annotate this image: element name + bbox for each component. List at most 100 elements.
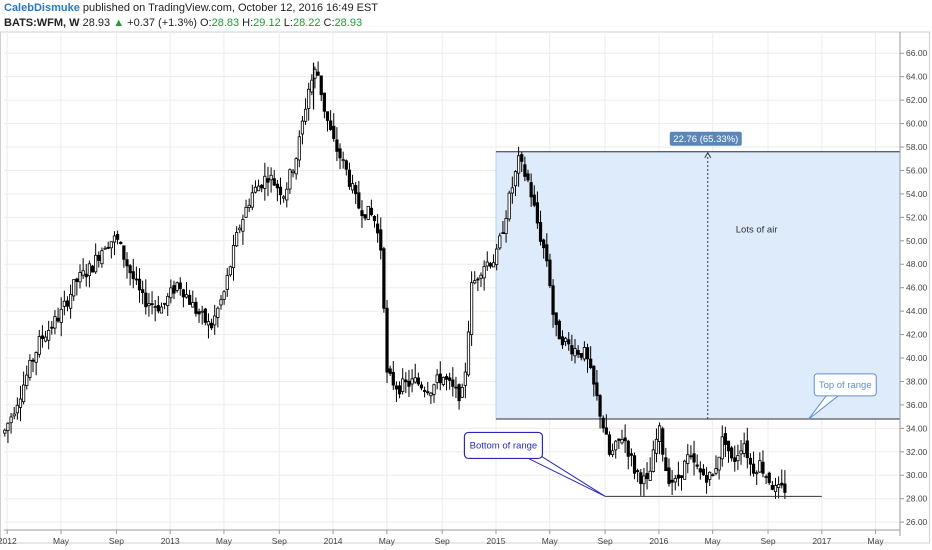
candle-body xyxy=(770,484,774,490)
candle-body xyxy=(767,472,771,484)
candle-body xyxy=(260,184,264,189)
candle-body xyxy=(194,301,198,314)
candle-body xyxy=(153,306,157,308)
candle-body xyxy=(413,377,417,383)
publish-line: CalebDismuke published on TradingView.co… xyxy=(4,1,928,16)
candle-body xyxy=(529,182,533,198)
candle-body xyxy=(191,302,195,308)
candle-body xyxy=(300,120,305,135)
candle-body xyxy=(391,371,395,386)
x-tick-label: May xyxy=(216,536,233,546)
candle-body xyxy=(222,291,226,300)
candle-body xyxy=(363,214,367,219)
candle-body xyxy=(473,280,477,284)
candle-body xyxy=(6,422,10,431)
candle-body xyxy=(131,271,135,280)
open-label: O: xyxy=(199,17,212,29)
candle-body xyxy=(441,377,446,385)
candle-body xyxy=(598,395,602,417)
candle-body xyxy=(592,365,596,385)
candle-body xyxy=(28,360,32,378)
candle-body xyxy=(604,427,608,435)
candle-body xyxy=(410,378,414,385)
candle-body xyxy=(37,336,41,355)
candle-body xyxy=(382,248,386,309)
candle-body xyxy=(87,263,92,277)
candle-body xyxy=(278,186,283,196)
candle-body xyxy=(532,194,536,206)
candle-body xyxy=(704,474,709,483)
close-value: 28.93 xyxy=(334,17,363,29)
candle-body xyxy=(667,467,671,484)
candle-body xyxy=(576,350,580,355)
x-tick-label: Sep xyxy=(598,536,613,546)
up-arrow-icon: ▲ xyxy=(113,17,125,29)
author-link[interactable]: CalebDismuke xyxy=(4,2,80,14)
candle-body xyxy=(357,192,361,209)
x-tick-label: Sep xyxy=(272,536,287,546)
candle-body xyxy=(316,71,320,76)
candle-body xyxy=(125,259,129,267)
candle-body xyxy=(711,474,715,477)
candle-body xyxy=(62,300,66,307)
candle-body xyxy=(90,265,95,273)
candle-body xyxy=(451,379,455,387)
candle-body xyxy=(115,233,120,240)
y-tick-label: 60.00 xyxy=(906,119,928,129)
candle-body xyxy=(748,457,753,465)
candle-body xyxy=(664,457,668,472)
candle-body xyxy=(755,472,759,475)
candle-body xyxy=(285,188,289,201)
candle-series xyxy=(3,61,787,500)
candle-body xyxy=(482,265,486,279)
candle-body xyxy=(557,320,561,340)
candle-body xyxy=(369,207,373,216)
y-tick-label: 58.00 xyxy=(906,142,928,152)
candle-body xyxy=(589,358,593,368)
candle-body xyxy=(15,404,19,414)
y-tick-label: 46.00 xyxy=(906,283,928,293)
y-tick-label: 62.00 xyxy=(906,95,928,105)
chart-overlays: 22.76 (65.33%) xyxy=(605,131,822,497)
candle-body xyxy=(676,474,680,479)
candle-body xyxy=(147,303,151,307)
y-tick-label: 38.00 xyxy=(906,376,928,386)
candle-body xyxy=(332,125,336,139)
x-tick-label: Sep xyxy=(435,536,450,546)
candle-body xyxy=(385,307,389,373)
candle-body xyxy=(203,308,207,323)
candle-body xyxy=(485,261,489,267)
ohlc-line: BATS:WFM, W 28.93 ▲ +0.37 (+1.3%) O:28.8… xyxy=(4,16,928,31)
lots-of-air-label: Lots of air xyxy=(736,225,778,236)
candle-body xyxy=(244,206,248,218)
candle-body xyxy=(213,315,217,326)
candle-body xyxy=(648,470,652,481)
time-axis[interactable]: 2012 May Sep 2013 May Sep 2014 May Sep 2015 May Sep… xyxy=(0,529,900,546)
candle-body xyxy=(388,368,392,374)
candle-body xyxy=(679,475,684,478)
candle-body xyxy=(623,437,627,442)
candle-body xyxy=(645,473,649,480)
x-tick-label: May xyxy=(705,536,722,546)
candle-body xyxy=(216,307,220,318)
candle-body xyxy=(366,205,370,220)
candle-body xyxy=(200,310,204,313)
candle-body xyxy=(282,196,286,199)
candle-body xyxy=(335,139,339,152)
symbol-label[interactable]: BATS:WFM, W xyxy=(4,17,80,29)
candle-body xyxy=(614,440,618,451)
y-tick-label: 66.00 xyxy=(906,48,928,58)
x-tick-label: 2013 xyxy=(161,536,180,546)
y-tick-label: 54.00 xyxy=(906,189,928,199)
published-text: published on TradingView.com, October 12… xyxy=(79,2,379,14)
candle-body xyxy=(444,376,449,380)
candle-body xyxy=(764,476,768,478)
candle-body xyxy=(394,385,399,390)
candle-body xyxy=(235,232,239,247)
candle-body xyxy=(47,330,51,341)
candle-body xyxy=(636,470,640,473)
y-tick-label: 26.00 xyxy=(906,517,928,527)
candle-body xyxy=(209,322,214,329)
price-axis[interactable]: 26.00 28.00 30.00 32.00 34.00 36.00 38.00 40.00… xyxy=(899,32,928,536)
